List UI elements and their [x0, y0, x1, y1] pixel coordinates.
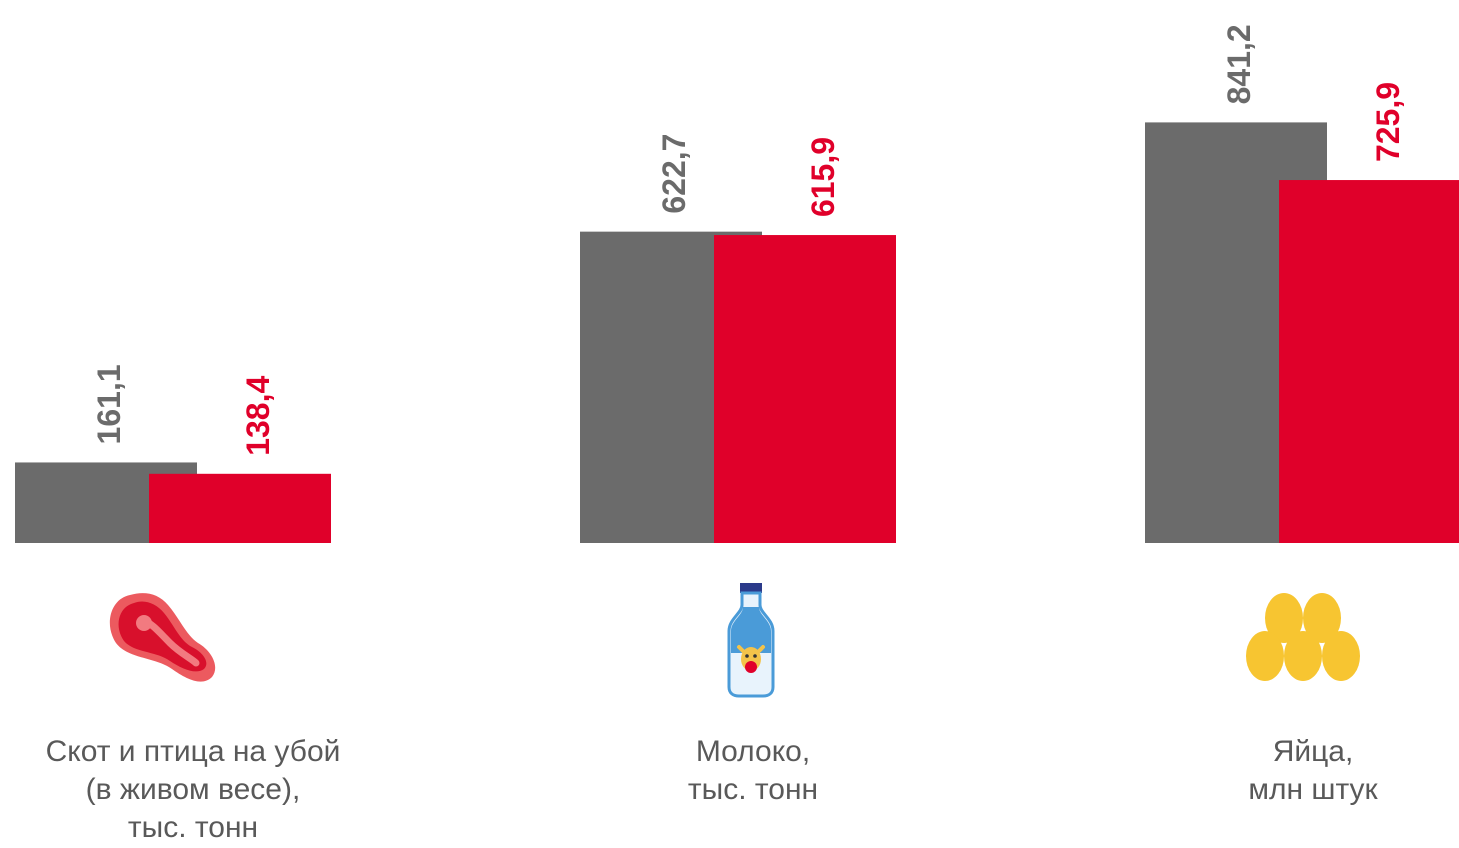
- value-label-livestock-series-2: 138,4: [240, 376, 276, 456]
- bar-livestock-series-2: [149, 473, 331, 543]
- eggs-icon: [1243, 590, 1363, 685]
- bar-milk-series-2: [714, 235, 896, 544]
- bar-chart-svg: 161,1 138,4 622,7 615,9 841,2 725,9: [15, 24, 1459, 544]
- meat-steak-icon: [100, 585, 220, 690]
- category-label-livestock: Скот и птица на убой (в живом весе), тыс…: [45, 735, 341, 844]
- value-label-eggs-series-2: 725,9: [1370, 82, 1406, 162]
- value-label-milk-series-1: 622,7: [656, 134, 692, 214]
- value-label-milk-series-2: 615,9: [805, 137, 841, 217]
- value-label-livestock-series-1: 161,1: [91, 364, 127, 444]
- category-label-milk: Молоко, тыс. тонн: [687, 735, 819, 806]
- category-label-eggs: Яйца, млн штук: [1248, 735, 1378, 806]
- value-label-eggs-series-1: 841,2: [1221, 24, 1257, 104]
- milk-bottle-icon: [723, 583, 779, 698]
- bar-eggs-series-2: [1279, 180, 1459, 544]
